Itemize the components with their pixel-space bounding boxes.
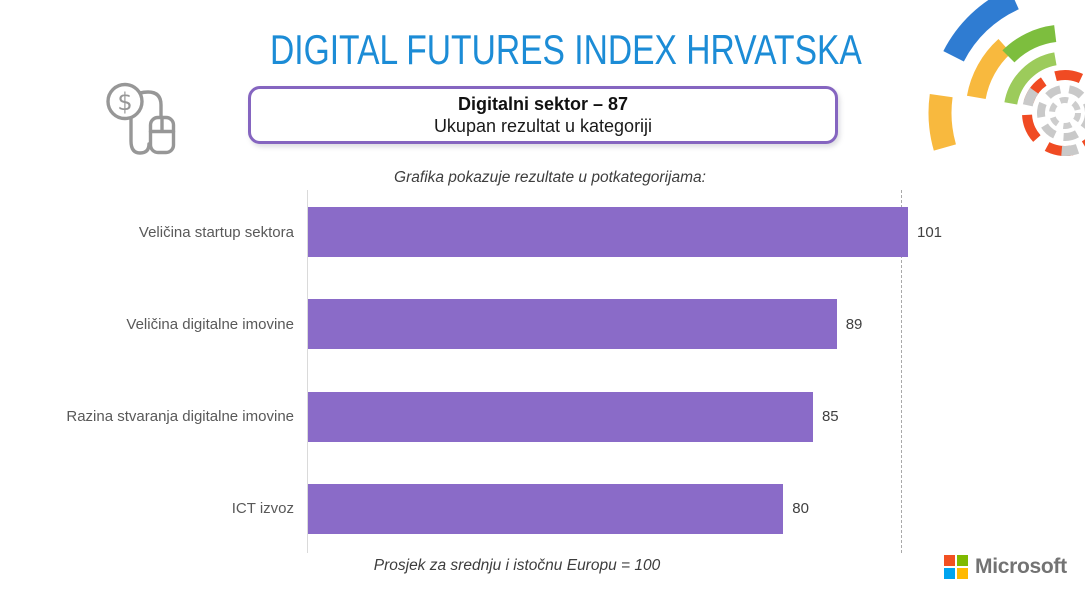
value-label: 85 (821, 408, 839, 426)
category-label: Veličina startup sektora (138, 223, 294, 241)
chart-caption: Grafika pokazuje rezultate u potkategori… (394, 169, 706, 186)
category-score-title: Digitalni sektor – 87 (457, 93, 629, 114)
value-label: 101 (917, 223, 943, 241)
bar (308, 391, 813, 442)
logo-square (957, 568, 968, 579)
arc-blue (943, 0, 1020, 62)
arc-green-outer (1002, 25, 1057, 63)
bar (308, 483, 784, 534)
bar (308, 299, 837, 350)
microsoft-logo-squares-icon (944, 555, 968, 579)
microsoft-logo: Microsoft (944, 555, 1067, 579)
ring-gray-inner (1049, 97, 1081, 129)
bar-chart: Veličina startup sektora 101 Veličina digi… (0, 190, 1085, 553)
microsoft-logo-text: Microsoft (975, 555, 1067, 578)
category-label: Razina stvaranja digitalne imovine (66, 408, 294, 426)
value-label: 80 (792, 500, 809, 518)
decorative-arcs-graphic (928, 0, 1085, 156)
page-title: DIGITAL FUTURES INDEX HRVATSKA (270, 26, 862, 73)
category-score-box: Digitalni sektor – 87 Ukupan rezultat u … (248, 86, 838, 144)
category-score-subtitle: Ukupan rezultat u kategoriji (433, 116, 653, 136)
arc-yellow-mid (966, 39, 1012, 100)
logo-square (957, 555, 968, 566)
bar (308, 207, 908, 257)
dollar-sign: $ (117, 88, 132, 116)
arc-green-inner (1004, 52, 1057, 105)
category-label: Veličina digitalne imovine (126, 315, 294, 333)
logo-square (944, 568, 955, 579)
ring-gray-dashed (1037, 85, 1085, 141)
category-axis-line (307, 190, 308, 553)
category-label: ICT izvoz (231, 500, 294, 518)
arc-yellow-outer (928, 94, 957, 151)
logo-square (944, 555, 955, 566)
dollar-coin (106, 82, 144, 121)
reference-footnote: Prosjek za srednju i istočnu Europu = 10… (373, 557, 661, 574)
reference-line-100 (901, 190, 903, 553)
money-mouse-icon: $ (106, 82, 176, 155)
value-label: 89 (845, 315, 863, 333)
page-title-wrap: DIGITAL FUTURES INDEX HRVATSKA (46, 26, 1085, 74)
